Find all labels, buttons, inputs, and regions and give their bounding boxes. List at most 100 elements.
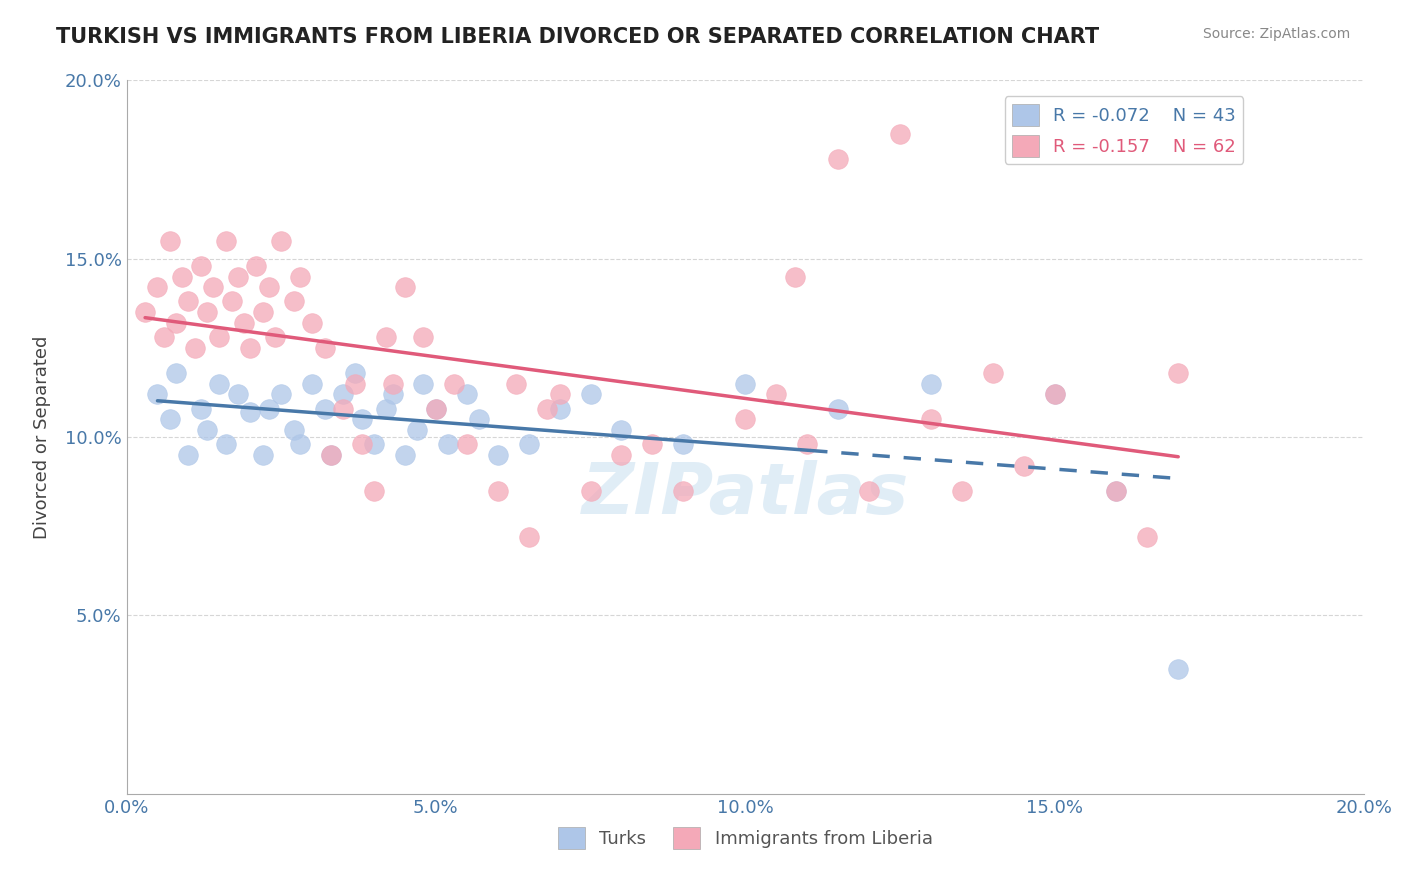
Text: TURKISH VS IMMIGRANTS FROM LIBERIA DIVORCED OR SEPARATED CORRELATION CHART: TURKISH VS IMMIGRANTS FROM LIBERIA DIVOR… bbox=[56, 27, 1099, 46]
Point bbox=[190, 401, 212, 416]
Point bbox=[226, 269, 249, 284]
Point bbox=[796, 437, 818, 451]
Point bbox=[363, 437, 385, 451]
Point bbox=[214, 437, 236, 451]
Point bbox=[363, 483, 385, 498]
Point bbox=[672, 483, 695, 498]
Point bbox=[783, 269, 806, 284]
Point bbox=[579, 483, 602, 498]
Point bbox=[406, 423, 429, 437]
Point bbox=[672, 437, 695, 451]
Point bbox=[1105, 483, 1128, 498]
Point bbox=[950, 483, 973, 498]
Point bbox=[183, 341, 205, 355]
Point bbox=[610, 423, 633, 437]
Point bbox=[548, 387, 571, 401]
Point bbox=[152, 330, 174, 344]
Point bbox=[517, 530, 540, 544]
Point bbox=[146, 387, 169, 401]
Point bbox=[195, 423, 218, 437]
Point bbox=[165, 366, 187, 380]
Point bbox=[375, 330, 398, 344]
Text: Source: ZipAtlas.com: Source: ZipAtlas.com bbox=[1202, 27, 1350, 41]
Point bbox=[375, 401, 398, 416]
Point bbox=[425, 401, 447, 416]
Point bbox=[288, 269, 311, 284]
Point bbox=[283, 423, 305, 437]
Point bbox=[456, 387, 478, 401]
Y-axis label: Divorced or Separated: Divorced or Separated bbox=[32, 335, 51, 539]
Point bbox=[146, 280, 169, 294]
Point bbox=[437, 437, 460, 451]
Point bbox=[394, 280, 416, 294]
Point bbox=[381, 387, 404, 401]
Point bbox=[920, 376, 942, 391]
Point bbox=[412, 376, 434, 391]
Point bbox=[412, 330, 434, 344]
Point bbox=[257, 280, 280, 294]
Point bbox=[381, 376, 404, 391]
Point bbox=[252, 448, 274, 462]
Point bbox=[486, 483, 509, 498]
Point bbox=[214, 234, 236, 248]
Point bbox=[208, 376, 231, 391]
Point bbox=[1043, 387, 1066, 401]
Point bbox=[332, 387, 354, 401]
Point bbox=[301, 316, 323, 330]
Point bbox=[350, 437, 373, 451]
Point bbox=[314, 401, 336, 416]
Point bbox=[221, 294, 243, 309]
Point bbox=[827, 152, 849, 166]
Point bbox=[1167, 366, 1189, 380]
Point bbox=[456, 437, 478, 451]
Point bbox=[1012, 458, 1035, 473]
Point bbox=[134, 305, 156, 319]
Point bbox=[159, 412, 181, 426]
Point bbox=[264, 330, 287, 344]
Point bbox=[283, 294, 305, 309]
Point bbox=[177, 294, 200, 309]
Point bbox=[920, 412, 942, 426]
Point bbox=[889, 127, 911, 141]
Point bbox=[981, 366, 1004, 380]
Point bbox=[288, 437, 311, 451]
Point bbox=[734, 376, 756, 391]
Point bbox=[858, 483, 880, 498]
Point bbox=[765, 387, 787, 401]
Point bbox=[394, 448, 416, 462]
Point bbox=[610, 448, 633, 462]
Point bbox=[233, 316, 256, 330]
Point bbox=[245, 259, 267, 273]
Point bbox=[425, 401, 447, 416]
Point bbox=[314, 341, 336, 355]
Point bbox=[579, 387, 602, 401]
Point bbox=[301, 376, 323, 391]
Point bbox=[239, 405, 262, 419]
Point bbox=[257, 401, 280, 416]
Point bbox=[226, 387, 249, 401]
Point bbox=[332, 401, 354, 416]
Point bbox=[239, 341, 262, 355]
Point bbox=[202, 280, 225, 294]
Point bbox=[486, 448, 509, 462]
Point bbox=[1105, 483, 1128, 498]
Point bbox=[159, 234, 181, 248]
Point bbox=[177, 448, 200, 462]
Point bbox=[1167, 662, 1189, 676]
Point bbox=[734, 412, 756, 426]
Point bbox=[190, 259, 212, 273]
Point bbox=[319, 448, 342, 462]
Point bbox=[344, 376, 367, 391]
Point bbox=[468, 412, 491, 426]
Point bbox=[208, 330, 231, 344]
Point bbox=[172, 269, 194, 284]
Point bbox=[350, 412, 373, 426]
Point bbox=[270, 234, 292, 248]
Point bbox=[344, 366, 367, 380]
Point bbox=[165, 316, 187, 330]
Point bbox=[270, 387, 292, 401]
Point bbox=[517, 437, 540, 451]
Point bbox=[319, 448, 342, 462]
Point bbox=[252, 305, 274, 319]
Text: ZIPatlas: ZIPatlas bbox=[582, 459, 908, 529]
